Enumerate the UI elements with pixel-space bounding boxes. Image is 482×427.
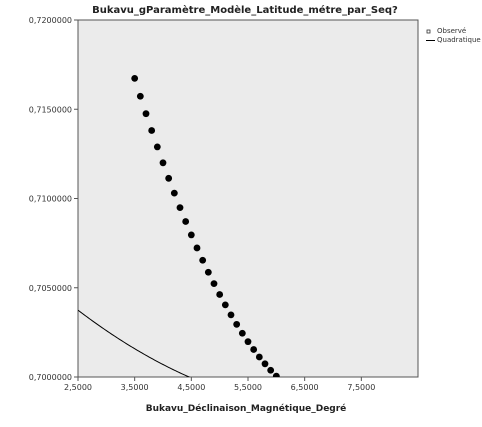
x-tick-label: 2,5000 bbox=[64, 383, 92, 392]
y-tick-label: 0,7200000 bbox=[29, 16, 72, 25]
data-point bbox=[199, 256, 207, 264]
data-point bbox=[216, 291, 224, 298]
x-tick-label: 4,5000 bbox=[177, 383, 205, 392]
data-point bbox=[272, 372, 280, 377]
data-point bbox=[238, 329, 246, 337]
data-point bbox=[227, 311, 235, 319]
data-point bbox=[221, 301, 229, 309]
fit-line bbox=[78, 309, 191, 377]
y-axis: 0,7000000 0,7050000 0,7100000 0,7150000 0,72… bbox=[29, 16, 78, 382]
data-point bbox=[301, 394, 308, 401]
data-point bbox=[170, 189, 178, 197]
plot-area bbox=[77, 19, 419, 378]
legend-label: Observé bbox=[437, 27, 466, 35]
data-point bbox=[261, 360, 269, 368]
data-point bbox=[250, 346, 258, 353]
data-point bbox=[233, 320, 241, 328]
data-point bbox=[267, 366, 275, 374]
x-axis-title: Bukavu_Déclinaison_Magnétique_Degré bbox=[146, 403, 347, 414]
x-axis: 2,5000 3,5000 4,5000 5,5000 6,5000 7,5000 bbox=[64, 377, 375, 392]
legend-marker bbox=[426, 29, 431, 34]
data-point bbox=[296, 391, 303, 398]
data-point bbox=[176, 204, 184, 212]
x-tick-label: 3,5000 bbox=[121, 383, 149, 392]
data-point bbox=[148, 127, 156, 134]
data-point bbox=[159, 159, 167, 167]
data-point bbox=[187, 231, 195, 239]
x-tick-label: 5,5000 bbox=[234, 383, 262, 392]
y-tick-label: 0,7150000 bbox=[29, 105, 72, 114]
data-point bbox=[153, 143, 161, 151]
chart-title: Bukavu_gParamètre_Modèle_Latitude_métre_… bbox=[92, 4, 398, 16]
data-point bbox=[193, 244, 201, 252]
data-point bbox=[347, 403, 354, 410]
data-point bbox=[352, 402, 359, 409]
x-tick-label: 7,5000 bbox=[347, 383, 375, 392]
x-tick-label: 6,5000 bbox=[291, 383, 319, 392]
legend-label: Quadratique bbox=[437, 36, 481, 44]
data-point bbox=[358, 400, 365, 407]
data-point bbox=[204, 268, 212, 276]
data-point bbox=[244, 338, 252, 346]
data-point bbox=[136, 92, 144, 100]
data-point bbox=[279, 378, 286, 385]
data-point bbox=[210, 280, 218, 288]
data-point bbox=[182, 218, 190, 225]
data-point bbox=[165, 174, 173, 182]
y-tick-label: 0,7000000 bbox=[29, 373, 72, 382]
series-layer bbox=[78, 74, 365, 410]
data-point bbox=[142, 110, 150, 118]
data-point bbox=[255, 353, 263, 361]
y-tick-label: 0,7050000 bbox=[29, 284, 72, 293]
data-point bbox=[131, 74, 139, 82]
y-tick-label: 0,7100000 bbox=[29, 195, 72, 204]
